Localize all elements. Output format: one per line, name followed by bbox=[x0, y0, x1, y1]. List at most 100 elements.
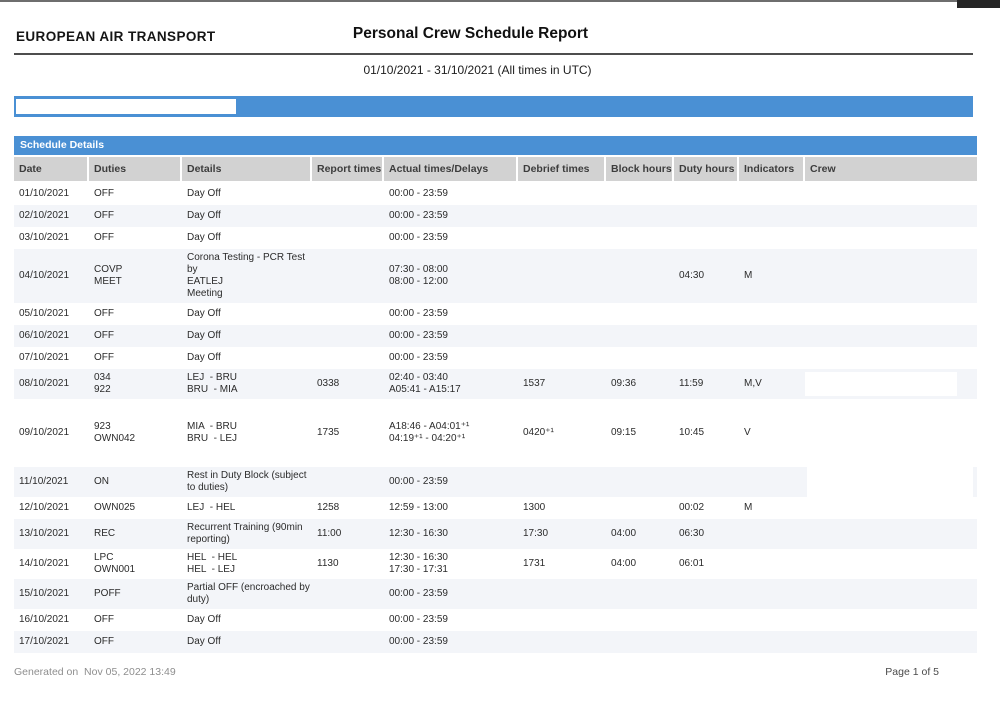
cell-details: Day Off bbox=[187, 210, 221, 221]
cell-duties: OWN025 bbox=[94, 502, 136, 513]
cell-details: Day Off bbox=[187, 308, 221, 319]
table-row: 14/10/2021 LPC OWN001 HEL - HEL HEL - LE… bbox=[14, 549, 977, 579]
cell-duties: OFF bbox=[94, 614, 114, 625]
generated-on-text: Generated on Nov 05, 2022 13:49 bbox=[14, 666, 176, 678]
table-row: 02/10/2021 OFF Day Off 00:00 - 23:59 bbox=[14, 205, 977, 227]
header-cell-indicators: Indicators bbox=[739, 157, 803, 181]
cell-duties: LPC OWN001 bbox=[94, 552, 136, 575]
table-row: 13/10/2021 REC Recurrent Training (90min… bbox=[14, 519, 977, 549]
cell-date: 02/10/2021 bbox=[19, 210, 70, 221]
header-cell-duty-hours: Duty hours bbox=[674, 157, 737, 181]
table-row: 09/10/2021 923 OWN042 MIA - BRU BRU - LE… bbox=[14, 399, 977, 467]
cell-indicators: M,V bbox=[744, 378, 762, 389]
cell-actual-times: 00:00 - 23:59 bbox=[389, 352, 448, 363]
column-header-row: Date Duties Details Report times Actual … bbox=[14, 157, 977, 181]
cell-date: 01/10/2021 bbox=[19, 188, 70, 199]
cell-details: Day Off bbox=[187, 636, 221, 647]
header-cell-actual-times: Actual times/Delays bbox=[384, 157, 516, 181]
table-row: 11/10/2021 ON Rest in Duty Block (subjec… bbox=[14, 467, 977, 497]
header-cell-crew: Crew bbox=[805, 157, 977, 181]
cell-duties: COVP MEET bbox=[94, 264, 123, 287]
page-indicator: Page 1 of 5 bbox=[885, 666, 939, 678]
cell-actual-times: 07:30 - 08:00 08:00 - 12:00 bbox=[389, 264, 448, 287]
cell-details: LEJ - HEL bbox=[187, 502, 236, 513]
header-cell-debrief-times: Debrief times bbox=[518, 157, 604, 181]
cell-duties: OFF bbox=[94, 232, 114, 243]
cell-actual-times: 00:00 - 23:59 bbox=[389, 210, 448, 221]
header-cell-date: Date bbox=[14, 157, 87, 181]
cell-date: 07/10/2021 bbox=[19, 352, 70, 363]
cell-details: Day Off bbox=[187, 188, 221, 199]
cell-duties: REC bbox=[94, 528, 116, 539]
window-top-right-fragment bbox=[957, 0, 1000, 8]
cell-actual-times: 00:00 - 23:59 bbox=[389, 232, 448, 243]
table-row: 03/10/2021 OFF Day Off 00:00 - 23:59 bbox=[14, 227, 977, 249]
cell-duty-hours: 00:02 bbox=[679, 502, 705, 513]
cell-duties: POFF bbox=[94, 588, 121, 599]
cell-actual-times: 02:40 - 03:40 A05:41 - A15:17 bbox=[389, 372, 461, 395]
cell-duties: OFF bbox=[94, 330, 114, 341]
cell-details: Rest in Duty Block (subject to duties) bbox=[187, 470, 307, 493]
cell-date: 03/10/2021 bbox=[19, 232, 70, 243]
table-row: 06/10/2021 OFF Day Off 00:00 - 23:59 bbox=[14, 325, 977, 347]
cell-date: 14/10/2021 bbox=[19, 558, 70, 569]
cell-actual-times: 00:00 - 23:59 bbox=[389, 476, 448, 487]
cell-details: Day Off bbox=[187, 330, 221, 341]
cell-report-times: 1735 bbox=[317, 427, 340, 438]
table-row: 04/10/2021 COVP MEET Corona Testing - PC… bbox=[14, 249, 977, 303]
schedule-table-body: 01/10/2021 OFF Day Off 00:00 - 23:59 02/… bbox=[14, 183, 977, 653]
table-row: 15/10/2021 POFF Partial OFF (encroached … bbox=[14, 579, 977, 609]
header-cell-block-hours: Block hours bbox=[606, 157, 672, 181]
cell-actual-times: 12:30 - 16:30 bbox=[389, 528, 448, 539]
cell-duty-hours: 10:45 bbox=[679, 427, 705, 438]
cell-actual-times: 00:00 - 23:59 bbox=[389, 614, 448, 625]
cell-actual-times: 12:30 - 16:30 17:30 - 17:31 bbox=[389, 552, 448, 575]
cell-actual-times: 00:00 - 23:59 bbox=[389, 188, 448, 199]
cell-duty-hours: 11:59 bbox=[679, 378, 704, 389]
window-top-edge bbox=[0, 0, 1000, 2]
cell-date: 16/10/2021 bbox=[19, 614, 70, 625]
table-row: 12/10/2021 OWN025 LEJ - HEL 1258 12:59 -… bbox=[14, 497, 977, 519]
header-cell-details: Details bbox=[182, 157, 310, 181]
cell-details: Recurrent Training (90min reporting) bbox=[187, 522, 303, 545]
table-row: 16/10/2021 OFF Day Off 00:00 - 23:59 bbox=[14, 609, 977, 631]
cell-report-times: 11:00 bbox=[317, 528, 342, 539]
cell-date: 05/10/2021 bbox=[19, 308, 70, 319]
cell-actual-times: 00:00 - 23:59 bbox=[389, 308, 448, 319]
cell-date: 09/10/2021 bbox=[19, 427, 70, 438]
cell-date: 11/10/2021 bbox=[19, 476, 69, 487]
header-cell-duties: Duties bbox=[89, 157, 180, 181]
cell-duty-hours: 06:30 bbox=[679, 528, 705, 539]
table-row: 01/10/2021 OFF Day Off 00:00 - 23:59 bbox=[14, 183, 977, 205]
company-name: EUROPEAN AIR TRANSPORT bbox=[16, 29, 216, 44]
table-row: 05/10/2021 OFF Day Off 00:00 - 23:59 bbox=[14, 303, 977, 325]
cell-block-hours: 09:36 bbox=[611, 378, 637, 389]
cell-actual-times: 00:00 - 23:59 bbox=[389, 330, 448, 341]
cell-details: Day Off bbox=[187, 614, 221, 625]
cell-duties: ON bbox=[94, 476, 109, 487]
page-title: Personal Crew Schedule Report bbox=[352, 25, 589, 42]
cell-duties: 034 922 bbox=[94, 372, 111, 395]
date-range-subtitle: 01/10/2021 - 31/10/2021 (All times in UT… bbox=[363, 63, 592, 77]
cell-indicators: M bbox=[744, 502, 753, 513]
cell-indicators: V bbox=[744, 427, 751, 438]
cell-actual-times: A18:46 - A04:01⁺¹ 04:19⁺¹ - 04:20⁺¹ bbox=[389, 421, 470, 444]
cell-actual-times: 12:59 - 13:00 bbox=[389, 502, 448, 513]
cell-duties: OFF bbox=[94, 308, 114, 319]
cell-duties: OFF bbox=[94, 188, 114, 199]
cell-duties: OFF bbox=[94, 210, 114, 221]
cell-details: Partial OFF (encroached by duty) bbox=[187, 582, 310, 605]
cell-duties: 923 OWN042 bbox=[94, 421, 136, 444]
cell-date: 13/10/2021 bbox=[19, 528, 70, 539]
cell-debrief-times: 1300 bbox=[523, 502, 546, 513]
cell-date: 15/10/2021 bbox=[19, 588, 70, 599]
cell-block-hours: 04:00 bbox=[611, 528, 637, 539]
cell-report-times: 1258 bbox=[317, 502, 340, 513]
cell-duty-hours: 06:01 bbox=[679, 558, 705, 569]
page-footer: Generated on Nov 05, 2022 13:49 Page 1 o… bbox=[14, 666, 939, 678]
cell-debrief-times: 1731 bbox=[523, 558, 546, 569]
redaction-box bbox=[807, 467, 973, 497]
cell-date: 12/10/2021 bbox=[19, 502, 70, 513]
cell-date: 08/10/2021 bbox=[19, 378, 70, 389]
cell-debrief-times: 0420⁺¹ bbox=[523, 427, 554, 438]
